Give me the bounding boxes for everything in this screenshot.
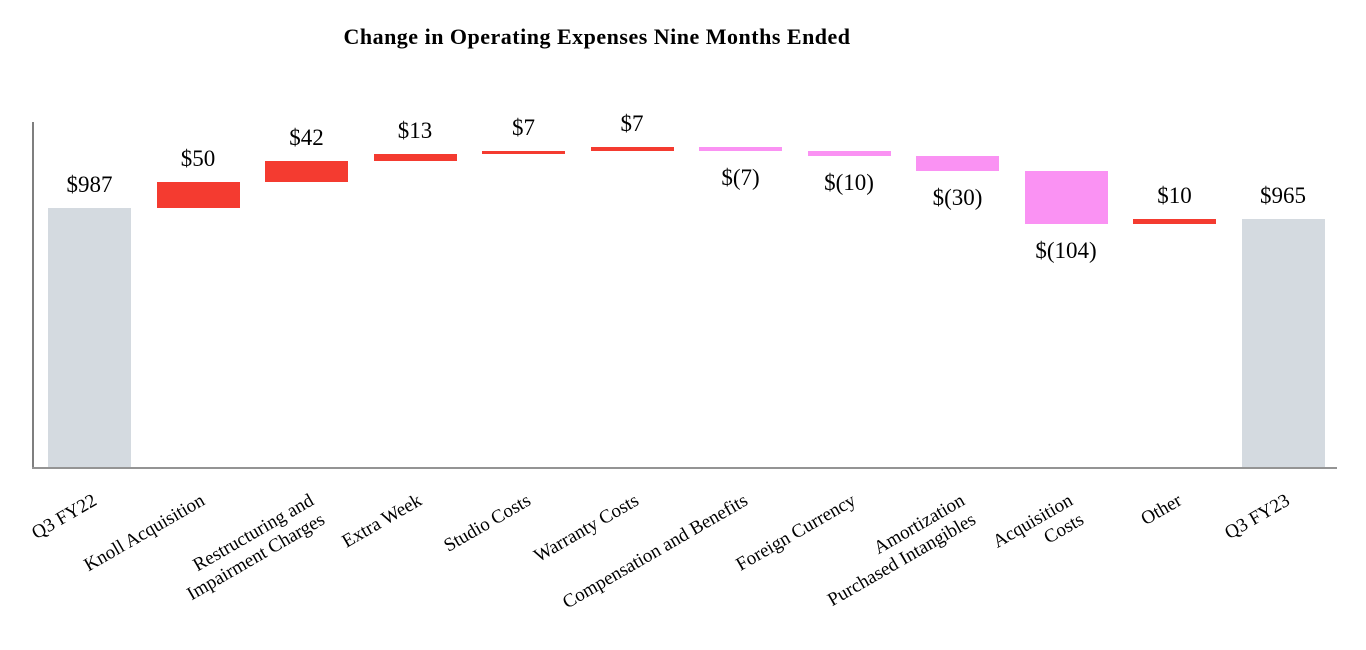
waterfall-bar-other xyxy=(1133,219,1216,225)
value-label-q3-fy23: $965 xyxy=(1260,183,1306,209)
value-label-studio-costs: $7 xyxy=(512,114,535,140)
waterfall-bar-extra-week xyxy=(373,154,457,161)
waterfall-bar-studio-costs xyxy=(482,150,565,155)
value-label-amortization-purchased-intangibles: $(30) xyxy=(932,185,983,211)
waterfall-bar-warranty-costs xyxy=(590,147,674,151)
waterfall-bar-knoll-acquisition xyxy=(156,182,240,209)
value-label-restructuring-and-impairment-charges: $42 xyxy=(289,125,324,151)
value-label-foreign-currency: $(10) xyxy=(824,169,874,195)
value-label-compensation-and-benefits: $(7) xyxy=(721,164,760,190)
chart-title: Change in Operating Expenses Nine Months… xyxy=(343,24,851,49)
value-label-warranty-costs: $7 xyxy=(620,111,644,137)
value-label-q3-fy22: $987 xyxy=(66,172,113,198)
value-label-knoll-acquisition: $50 xyxy=(180,146,216,172)
waterfall-bar-foreign-currency xyxy=(807,150,891,156)
y-axis-line xyxy=(32,122,34,469)
waterfall-bar-acquisition-costs xyxy=(1024,171,1108,225)
waterfall-bar-amortization-purchased-intangibles xyxy=(916,155,999,172)
value-label-extra-week: $13 xyxy=(397,118,433,144)
value-label-acquisition-costs: $(104) xyxy=(1035,238,1097,264)
waterfall-bar-compensation-and-benefits xyxy=(699,147,782,151)
waterfall-bar-restructuring-and-impairment-charges xyxy=(265,161,348,183)
x-axis-line xyxy=(32,467,1337,469)
waterfall-bar-q3-fy22 xyxy=(48,208,131,467)
value-label-other: $10 xyxy=(1157,183,1192,209)
waterfall-bar-q3-fy23 xyxy=(1241,219,1325,467)
